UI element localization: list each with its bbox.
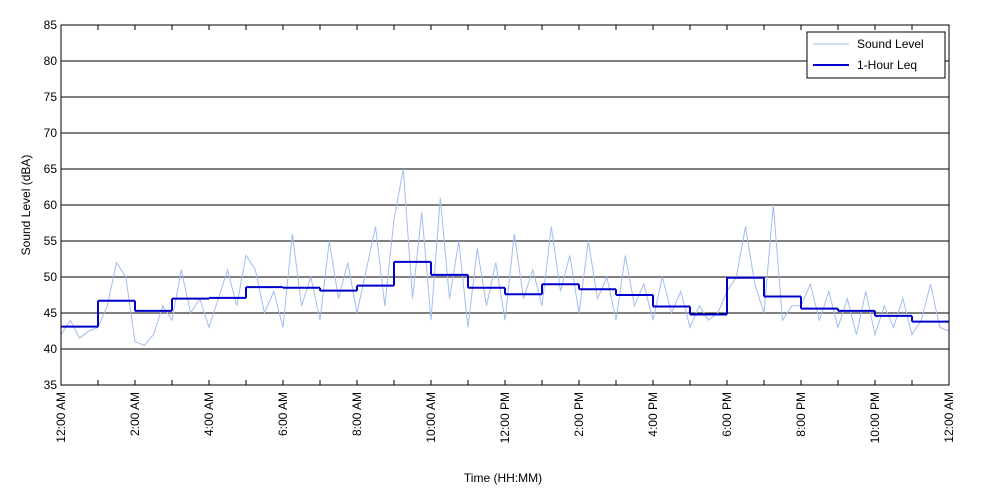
x-tick-label: 6:00 PM: [720, 392, 734, 437]
x-tick-label: 12:00 PM: [498, 392, 512, 443]
x-tick-label: 8:00 PM: [794, 392, 808, 437]
x-tick-label: 4:00 PM: [646, 392, 660, 437]
x-axis-label: Time (HH:MM): [464, 471, 542, 485]
y-tick-label: 60: [44, 198, 58, 212]
y-tick-label: 45: [44, 306, 58, 320]
y-tick-label: 65: [44, 162, 58, 176]
y-tick-label: 50: [44, 270, 58, 284]
x-tick-label: 6:00 AM: [276, 392, 290, 436]
legend-box: [806, 31, 946, 79]
x-tick-label: 12:00 AM: [54, 392, 68, 443]
y-tick-label: 55: [44, 234, 58, 248]
x-tick-label: 4:00 AM: [202, 392, 216, 436]
x-tick-label: 2:00 PM: [572, 392, 586, 437]
x-tick-label: 8:00 AM: [350, 392, 364, 436]
y-tick-label: 75: [44, 90, 58, 104]
y-tick-label: 85: [44, 18, 58, 32]
x-tick-label: 12:00 AM: [942, 392, 956, 443]
y-tick-label: 70: [44, 126, 58, 140]
y-tick-label: 40: [44, 342, 58, 356]
legend-label: 1-Hour Leq: [857, 58, 917, 72]
y-tick-label: 35: [44, 378, 58, 392]
y-tick-label: 80: [44, 54, 58, 68]
x-tick-label: 2:00 AM: [128, 392, 142, 436]
y-axis-label: Sound Level (dBA): [19, 155, 33, 256]
plot-frame: [60, 24, 950, 386]
x-tick-label: 10:00 AM: [424, 392, 438, 443]
x-tick-label: 10:00 PM: [868, 392, 882, 443]
legend-label: Sound Level: [857, 37, 924, 51]
